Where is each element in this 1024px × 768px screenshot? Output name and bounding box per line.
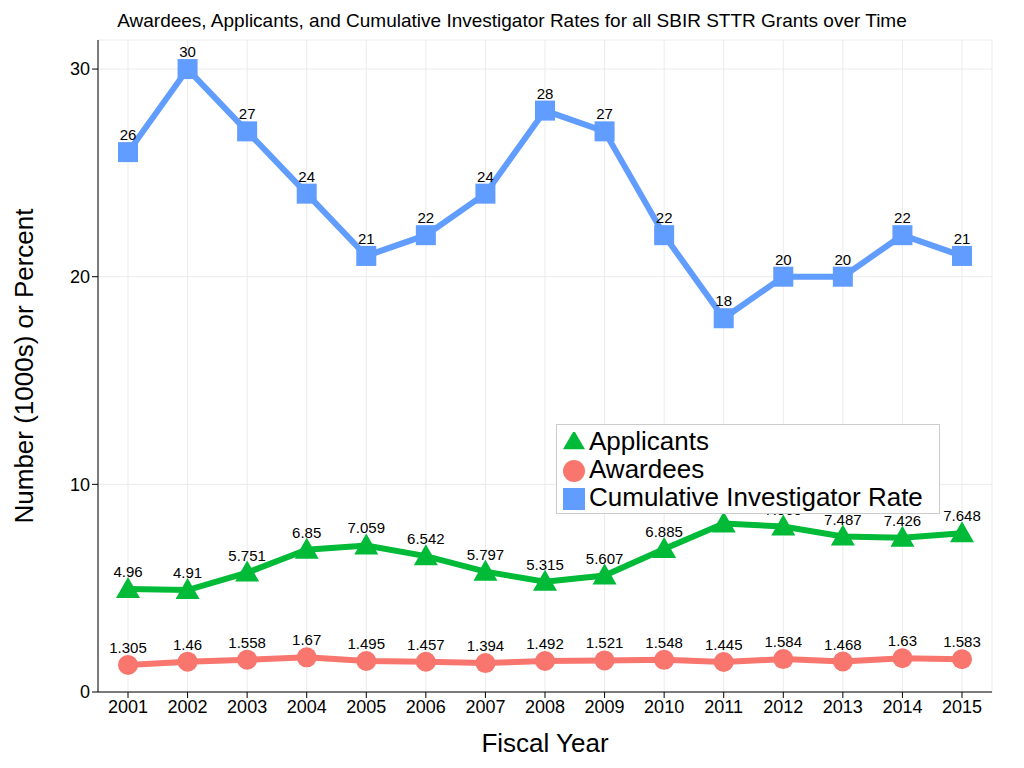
- svg-text:20: 20: [835, 251, 852, 268]
- svg-text:1.468: 1.468: [824, 636, 862, 653]
- svg-text:1.548: 1.548: [645, 634, 683, 651]
- svg-text:Number (1000s) or Percent: Number (1000s) or Percent: [9, 208, 39, 524]
- svg-text:2012: 2012: [763, 697, 803, 717]
- svg-text:2002: 2002: [168, 697, 208, 717]
- svg-text:1.584: 1.584: [765, 633, 803, 650]
- svg-text:1.46: 1.46: [173, 636, 202, 653]
- svg-text:8.114: 8.114: [705, 498, 741, 515]
- svg-text:6.85: 6.85: [292, 524, 321, 541]
- svg-text:2001: 2001: [108, 697, 148, 717]
- svg-text:20: 20: [775, 251, 792, 268]
- svg-text:2014: 2014: [882, 697, 922, 717]
- svg-text:18: 18: [715, 292, 732, 309]
- svg-text:2007: 2007: [465, 697, 505, 717]
- svg-text:7.969: 7.969: [765, 501, 803, 518]
- svg-text:5.751: 5.751: [228, 547, 266, 564]
- svg-text:30: 30: [179, 43, 196, 60]
- svg-text:5.315: 5.315: [526, 556, 564, 573]
- svg-text:5.607: 5.607: [586, 550, 624, 567]
- svg-text:1.492: 1.492: [526, 635, 564, 652]
- svg-text:22: 22: [894, 209, 911, 226]
- svg-text:1.305: 1.305: [109, 639, 147, 656]
- svg-text:27: 27: [596, 105, 613, 122]
- svg-text:2003: 2003: [227, 697, 267, 717]
- svg-text:1.521: 1.521: [586, 634, 624, 651]
- svg-text:6.542: 6.542: [407, 530, 445, 547]
- svg-text:2009: 2009: [585, 697, 625, 717]
- svg-text:Fiscal Year: Fiscal Year: [481, 728, 609, 758]
- svg-text:1.558: 1.558: [228, 634, 266, 651]
- svg-text:6.885: 6.885: [645, 523, 683, 540]
- svg-text:1.445: 1.445: [705, 636, 743, 653]
- svg-text:0: 0: [80, 682, 90, 702]
- svg-text:30: 30: [70, 59, 90, 79]
- svg-text:24: 24: [477, 168, 494, 185]
- svg-text:2010: 2010: [644, 697, 684, 717]
- svg-text:28: 28: [537, 85, 554, 102]
- svg-text:2013: 2013: [823, 697, 863, 717]
- svg-text:1.583: 1.583: [943, 633, 981, 650]
- svg-text:1.67: 1.67: [292, 631, 321, 648]
- svg-text:2015: 2015: [942, 697, 982, 717]
- svg-text:2004: 2004: [287, 697, 327, 717]
- svg-text:21: 21: [954, 230, 971, 247]
- svg-text:4.91: 4.91: [173, 564, 202, 581]
- svg-text:2006: 2006: [406, 697, 446, 717]
- svg-text:2008: 2008: [525, 697, 565, 717]
- svg-text:24: 24: [298, 168, 315, 185]
- svg-text:7.487: 7.487: [824, 511, 862, 528]
- svg-text:1.495: 1.495: [348, 635, 386, 652]
- svg-text:5.797: 5.797: [467, 546, 505, 563]
- svg-text:2011: 2011: [704, 697, 743, 717]
- svg-text:26: 26: [120, 126, 137, 143]
- svg-text:20: 20: [70, 267, 90, 287]
- svg-text:7.426: 7.426: [884, 512, 922, 529]
- svg-text:21: 21: [358, 230, 375, 247]
- svg-text:1.63: 1.63: [888, 632, 917, 649]
- svg-text:10: 10: [70, 475, 90, 495]
- svg-text:22: 22: [418, 209, 435, 226]
- svg-text:2005: 2005: [346, 697, 386, 717]
- svg-text:4.96: 4.96: [113, 563, 142, 580]
- svg-text:1.457: 1.457: [407, 636, 445, 653]
- svg-text:1.394: 1.394: [467, 637, 505, 654]
- svg-text:7.059: 7.059: [348, 519, 386, 536]
- svg-text:7.648: 7.648: [943, 507, 981, 524]
- svg-text:27: 27: [239, 105, 256, 122]
- svg-text:22: 22: [656, 209, 673, 226]
